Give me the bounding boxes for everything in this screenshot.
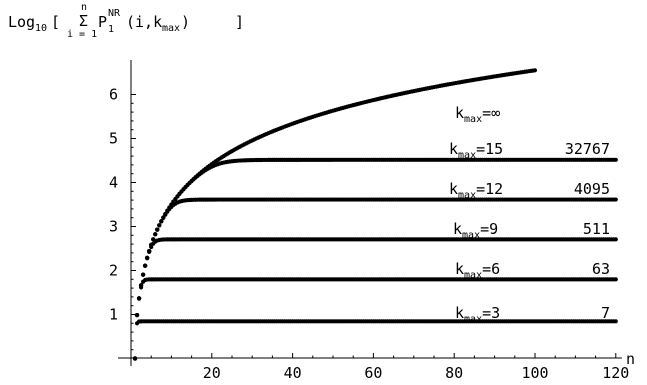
curve-labels: kmax=∞ kmax=15 32767 kmax=12 4095 kmax=9 511 km…: [449, 104, 610, 325]
point: [613, 197, 618, 202]
curve-count-kmax-9: 511: [583, 220, 610, 238]
x-tick-label: 120: [602, 364, 629, 382]
curve-count-kmax-3: 7: [601, 304, 610, 322]
point: [145, 256, 150, 261]
y-tick-label: 4: [109, 174, 118, 192]
point: [153, 232, 158, 237]
series-kmax-12: [132, 197, 618, 361]
point: [161, 215, 166, 220]
series-kmax-6: [132, 277, 618, 361]
point: [157, 223, 162, 228]
title-open-bracket: [: [51, 13, 60, 31]
title-log: Log: [8, 13, 35, 31]
point: [163, 212, 168, 217]
curve-count-kmax-15: 32767: [565, 140, 610, 158]
y-ticks: 1 2 3 4 5 6: [109, 86, 136, 351]
x-tick-label: 80: [445, 364, 463, 382]
y-tick-label: 5: [109, 130, 118, 148]
curve-label-kmax-9: kmax=9: [453, 220, 498, 241]
title-term-sub: 1: [108, 24, 114, 35]
series-kmax-3: [132, 319, 618, 361]
point: [613, 237, 618, 242]
point: [155, 227, 160, 232]
curve-label-kmax-3: kmax=3: [455, 304, 500, 325]
x-axis-label: n: [626, 350, 635, 368]
point: [613, 157, 618, 162]
curve-count-kmax-12: 4095: [574, 180, 610, 198]
point: [139, 285, 144, 290]
series-layer: [132, 68, 618, 361]
x-tick-label: 60: [364, 364, 382, 382]
title-sum-upper: n: [81, 2, 87, 13]
title-log-base: 10: [35, 23, 47, 34]
title-sum-lower: i = 1: [67, 29, 97, 40]
point: [159, 219, 164, 224]
y-tick-label: 3: [109, 218, 118, 236]
series-kmax-9: [132, 237, 618, 361]
x-tick-label: 20: [203, 364, 221, 382]
title-sum-symbol: Σ: [79, 12, 88, 30]
y-tick-label: 6: [109, 86, 118, 104]
x-tick-label: 40: [284, 364, 302, 382]
point: [132, 356, 138, 361]
title-args-close: ): [181, 13, 190, 31]
series-kmax-15: [132, 157, 618, 361]
point: [141, 272, 146, 277]
point: [613, 277, 618, 282]
point: [136, 296, 142, 301]
y-tick-label: 1: [109, 306, 118, 324]
curve-label-kmax-6: kmax=6: [455, 260, 500, 281]
curve-label-kmax-∞: kmax=∞: [455, 104, 500, 125]
chart-title: Log 10 [ n Σ i = 1 P NR 1 (i,k max ) ]: [8, 2, 244, 40]
title-term: P: [98, 13, 107, 31]
point: [613, 319, 618, 324]
title-args-sub: max: [162, 23, 180, 34]
title-args-open: (i,k: [126, 13, 162, 31]
curve-label-kmax-12: kmax=12: [449, 180, 503, 201]
point: [149, 244, 154, 250]
point: [134, 312, 140, 318]
curve-label-kmax-15: kmax=15: [449, 140, 503, 161]
title-term-sup: NR: [108, 8, 121, 19]
x-ticks: 20 40 60 80 100 120: [150, 353, 629, 382]
x-tick-label: 100: [521, 364, 548, 382]
y-tick-label: 2: [109, 262, 118, 280]
point: [147, 249, 152, 255]
point: [532, 68, 538, 73]
title-close-bracket: ]: [235, 13, 244, 31]
curve-count-kmax-6: 63: [592, 260, 610, 278]
point: [143, 263, 148, 268]
